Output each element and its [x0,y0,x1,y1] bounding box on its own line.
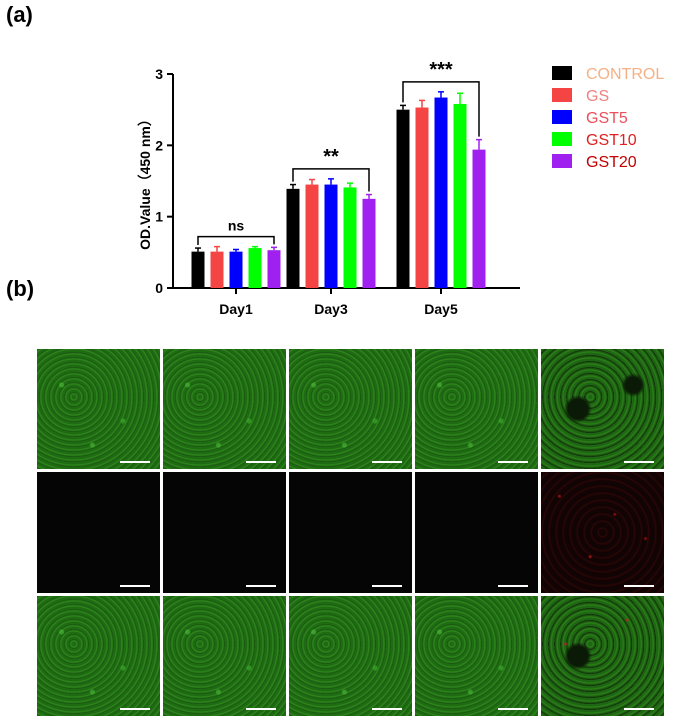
scale-bar [120,461,150,464]
bar-gst10-day3 [343,187,357,288]
micrograph-r3-c4 [415,595,538,716]
micrograph-r2-c3 [289,472,412,593]
scale-bar [498,461,528,464]
y-tick-label: 1 [155,209,163,225]
panel-label-b: (b) [6,276,35,301]
y-tick-label: 2 [155,137,163,153]
micrograph-grid [37,349,664,716]
micrograph-r2-c1 [37,472,160,593]
bar-gst5-day5 [434,97,448,288]
significance-label: ns [228,218,245,234]
y-tick-label: 0 [155,280,163,296]
legend-swatch-gst20 [552,154,572,168]
scale-bar [624,584,654,587]
bar-gs-day3 [305,184,319,288]
scale-bar [498,708,528,710]
micrograph-r1-c2 [163,349,286,470]
legend-swatch-gs [552,88,572,102]
bar-gst5-day1 [229,251,243,288]
micrograph-r1-c3 [289,349,412,470]
bar-gst5-day3 [324,184,338,288]
micrograph-r3-c5 [541,595,664,716]
panel-label-a: (a) [6,2,33,27]
bar-gs-day5 [415,107,429,288]
bar-gst10-day5 [453,103,467,289]
y-axis-label: OD.Value（450 nm） [137,112,153,250]
legend-swatch-gst10 [552,132,572,146]
bar-control-day5 [396,109,410,289]
bar-gst20-day3 [362,198,376,288]
significance-label: *** [429,59,453,81]
x-tick-label: Day5 [424,301,458,317]
scale-bar [246,461,276,464]
legend-swatch-gst5 [552,110,572,124]
micrograph-r2-c5 [541,472,664,593]
micrograph-r3-c1 [37,595,160,716]
scale-bar [372,708,402,710]
micrograph-r1-c1 [37,349,160,470]
legend-label-control: CONTROL [586,66,664,83]
scale-bar [624,708,654,710]
legend-swatch-control [552,66,572,80]
bar-gst20-day5 [472,149,486,288]
legend-label-gs: GS [586,88,609,105]
x-tick-label: Day3 [314,301,348,317]
scale-bar [372,461,402,464]
micrograph-r1-c5 [541,349,664,470]
bar-gs-day1 [210,251,224,288]
micrograph-r2-c4 [415,472,538,593]
significance-label: ** [323,146,339,168]
scale-bar [246,708,276,710]
scale-bar [246,584,276,587]
x-tick-label: Day1 [219,301,253,317]
scale-bar [624,461,654,464]
significance-bracket [402,81,480,137]
scale-bar [498,584,528,587]
scale-bar [120,708,150,710]
micrograph-r3-c3 [289,595,412,716]
micrograph-r3-c2 [163,595,286,716]
bar-control-day3 [286,188,300,288]
micrograph-r2-c2 [163,472,286,593]
bar-control-day1 [191,251,205,288]
significance-bracket [197,235,275,246]
scale-bar [120,584,150,587]
legend-label-gst5: GST5 [586,110,628,127]
y-tick-label: 3 [155,66,163,82]
legend-label-gst20: GST20 [586,154,637,171]
legend-label-gst10: GST10 [586,132,637,149]
significance-bracket [292,168,370,192]
scale-bar [372,584,402,587]
bar-gst20-day1 [267,250,281,288]
micrograph-r1-c4 [415,349,538,470]
bar-gst10-day1 [248,248,262,288]
